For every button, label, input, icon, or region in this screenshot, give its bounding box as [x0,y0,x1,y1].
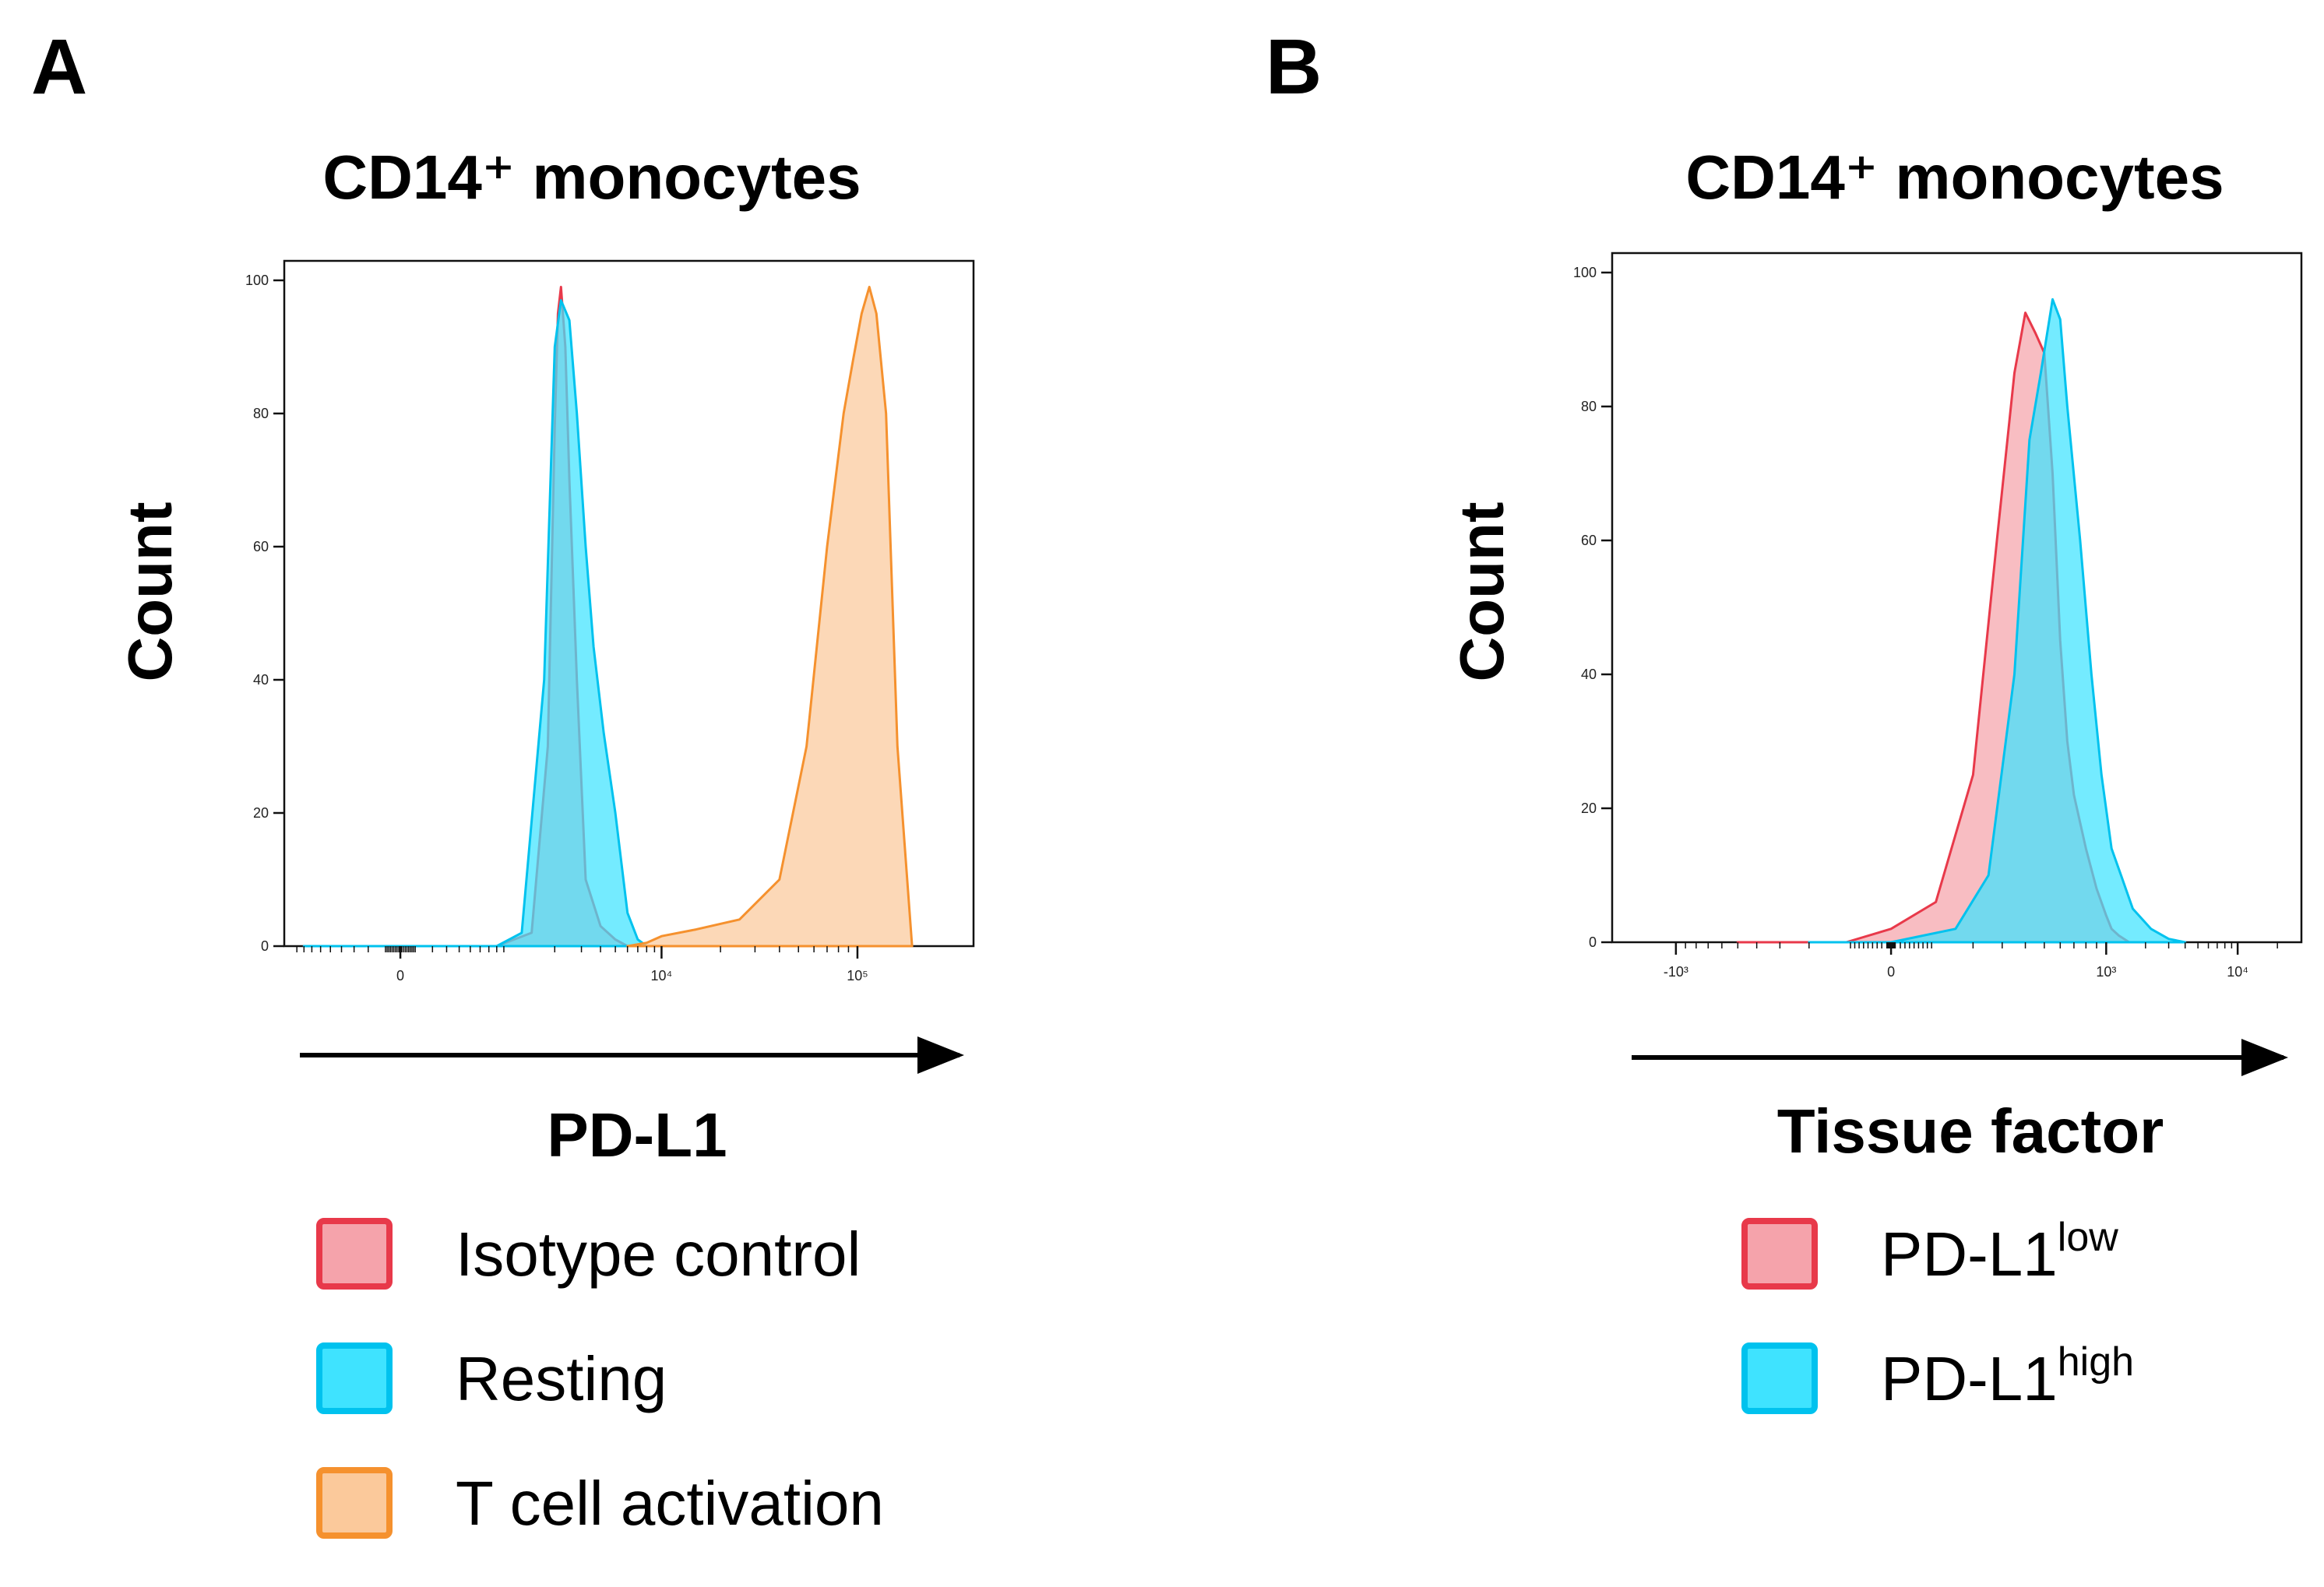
x-axis-title: PD-L1 [547,1100,727,1170]
y-tick-label: 80 [253,406,269,421]
y-tick-label: 100 [245,273,269,288]
x-tick-label: 10⁴ [651,968,673,984]
y-tick-label: 0 [1589,934,1597,950]
chart-title: CD14⁺ monocytes [322,143,861,212]
panel-letter: A [31,23,87,111]
y-tick-label: 40 [253,672,269,688]
legend-swatch [1741,1342,1818,1414]
series-area [302,299,648,948]
x-tick-label: 10⁵ [847,968,868,984]
legend-label: T cell activation [456,1469,884,1538]
legend-swatch [316,1218,393,1290]
x-tick-label: 10⁴ [2227,964,2248,980]
y-tick-label: 0 [261,938,269,954]
series-area [626,286,914,948]
panel-letter: B [1266,23,1322,111]
y-tick-label: 40 [1581,667,1597,682]
legend-label: Isotype control [456,1219,861,1289]
x-tick-label: -10³ [1664,964,1688,980]
legend-label: Resting [456,1344,667,1413]
legend-swatch [316,1467,393,1539]
y-tick-label: 20 [1581,801,1597,816]
y-tick-label: 100 [1573,265,1597,280]
plot-area: 0 20 40 60 80 100 -10³ 0 10³ 10⁴ [1573,252,2303,980]
y-tick-label: 20 [253,805,269,821]
chart-title: CD14⁺ monocytes [1685,143,2224,212]
y-tick-label: 60 [1581,533,1597,548]
legend-label: PD-L1high [1881,1339,2134,1413]
x-tick-label: 10³ [2096,964,2116,980]
y-axis-title: Count [1447,501,1516,681]
x-tick-label: 0 [396,968,404,984]
panel-a: A CD14⁺ monocytes Count 0 20 40 60 80 100 0 10⁴… [31,23,975,1539]
legend-swatch [1741,1218,1818,1290]
y-tick-label: 80 [1581,399,1597,414]
legend: PD-L1low PD-L1high [1741,1215,2134,1414]
legend-swatch [316,1342,393,1414]
plot-area: 0 20 40 60 80 100 0 10⁴ 10⁵ [245,259,975,984]
y-tick-label: 60 [253,539,269,554]
x-tick-label: 0 [1887,964,1895,980]
series-area [1808,297,2187,944]
legend-label: PD-L1low [1881,1215,2118,1289]
y-axis-title: Count [115,501,185,681]
panel-b: B CD14⁺ monocytes Count 0 20 40 60 80 100 -10³… [1266,23,2303,1414]
legend: Isotype control Resting T cell activation [316,1218,884,1539]
x-axis-title: Tissue factor [1777,1096,2164,1166]
